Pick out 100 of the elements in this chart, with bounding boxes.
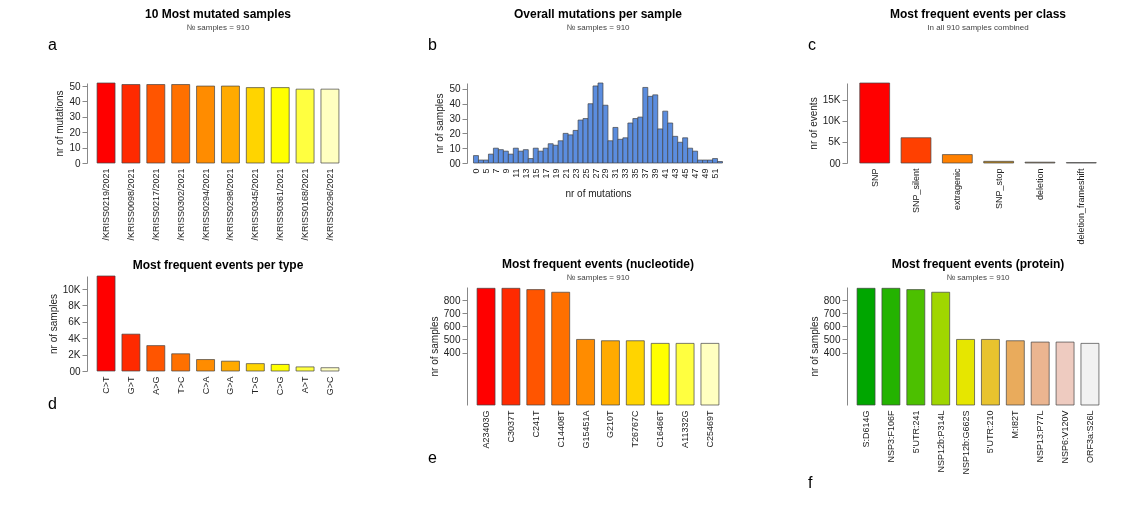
x-tick-label: T26767C <box>630 410 641 448</box>
x-tick-label: C>G <box>275 376 286 396</box>
x-tick-label: 17 <box>540 168 551 179</box>
x-tick-label: NSP12b:G662S <box>960 410 971 475</box>
y-tick-label: 50 <box>69 80 81 92</box>
x-tick-label: 41 <box>660 168 671 179</box>
bar <box>700 343 720 406</box>
bar <box>320 367 340 372</box>
y-tick-label: 50 <box>449 83 461 95</box>
bar <box>501 287 521 406</box>
y-tick-label: 800 <box>823 294 841 306</box>
y-tick-label: 500 <box>443 333 461 345</box>
y-tick-label: 15K <box>822 94 841 106</box>
x-tick-label: /KRISS0345/2021 <box>250 168 261 241</box>
y-tick-label: 600 <box>823 320 841 332</box>
y-tick-label: 00 <box>829 157 841 169</box>
x-tick-label: C3037T <box>505 410 516 443</box>
y-tick-label: 30 <box>69 111 81 123</box>
y-tick-label: 2K <box>68 349 81 361</box>
y-axis-title: nr of samples <box>47 293 59 355</box>
x-tick-label: 35 <box>630 168 641 179</box>
x-tick-label: NSP3:F106F <box>885 410 896 463</box>
text: a <box>48 36 57 53</box>
chart-title: Most frequent events per type <box>132 257 304 272</box>
x-tick-label: 31 <box>610 168 621 179</box>
chart-title: Overall mutations per sample <box>513 7 683 21</box>
x-tick-label: /KRISS0296/2021 <box>324 168 335 241</box>
y-tick-label: 800 <box>443 294 461 306</box>
x-tick-label: A>T <box>300 376 311 394</box>
x-tick-label: 9 <box>500 168 511 174</box>
bar <box>295 366 315 372</box>
x-tick-label: 5'UTR:241 <box>910 410 921 454</box>
x-tick-label: extragenic <box>952 168 963 211</box>
bar <box>906 289 926 406</box>
x-tick-label: 7 <box>490 168 501 174</box>
y-tick-label: 8K <box>68 299 81 311</box>
y-axis-title: nr of samples <box>428 316 440 377</box>
bar <box>981 339 1000 406</box>
bar <box>473 155 479 164</box>
bar <box>562 133 569 164</box>
x-tick-label: A>G <box>150 376 161 395</box>
x-tick-label: T>C <box>175 376 186 394</box>
y-tick-label: 10 <box>69 142 81 154</box>
y-tick-label: 10 <box>449 142 461 154</box>
bar <box>856 287 876 406</box>
bar <box>1005 340 1025 406</box>
bar <box>552 144 559 164</box>
y-tick-label: 20 <box>449 127 461 139</box>
bar <box>270 364 290 372</box>
x-tick-label: 25 <box>580 168 591 179</box>
bar <box>522 149 529 164</box>
y-tick-label: 700 <box>823 307 841 319</box>
x-tick-label: 43 <box>670 168 681 179</box>
text: d <box>48 395 57 412</box>
x-tick-label: /KRISS0294/2021 <box>200 168 211 241</box>
y-tick-label: 00 <box>449 157 461 169</box>
x-tick-label: 5'UTR:210 <box>985 410 996 454</box>
text: c <box>808 36 816 53</box>
x-tick-label: C>A <box>200 376 211 395</box>
bar <box>537 150 544 164</box>
bar <box>1030 341 1050 406</box>
x-tick-label: ORF3a:S26L <box>1084 410 1095 464</box>
x-tick-label: NSP13:P77L <box>1035 410 1046 463</box>
bar <box>1080 343 1100 406</box>
y-tick-label: 400 <box>823 347 841 359</box>
x-tick-label: T>G <box>250 376 261 395</box>
x-tick-label: /KRISS0098/2021 <box>125 168 136 241</box>
x-tick-label: A11332G <box>680 410 691 448</box>
bar <box>625 340 645 406</box>
x-tick-label: 51 <box>710 168 721 179</box>
x-tick-label: 11 <box>510 168 521 178</box>
y-tick-label: 40 <box>449 98 461 110</box>
x-tick-label: 23 <box>570 168 581 179</box>
chart-title: Most frequent events (protein) <box>891 257 1065 271</box>
x-tick-label: 19 <box>550 168 561 179</box>
x-tick-label: /KRISS0302/2021 <box>175 168 186 241</box>
bar <box>121 333 141 372</box>
x-tick-label: 49 <box>700 168 711 179</box>
y-tick-label: 700 <box>443 307 461 319</box>
bar <box>956 339 975 406</box>
bar <box>96 275 116 372</box>
y-tick-label: 6K <box>68 316 81 328</box>
x-tick-label: A23403G <box>481 410 492 449</box>
bar <box>551 291 571 406</box>
bar <box>512 147 519 164</box>
y-tick-label: 00 <box>69 365 81 377</box>
y-tick-label: 30 <box>449 113 461 125</box>
x-tick-label: 47 <box>690 168 701 179</box>
y-axis-title: nr of events <box>807 97 819 150</box>
bar <box>526 289 546 406</box>
y-tick-label: 600 <box>443 320 461 332</box>
x-tick-label: NSP12b:P314L <box>935 410 946 473</box>
y-axis-title: nr of mutations <box>54 90 66 157</box>
y-axis-title: nr of samples <box>434 93 446 154</box>
bar <box>1055 341 1075 406</box>
x-tick-label: /KRISS0298/2021 <box>225 168 236 241</box>
x-tick-label: 37 <box>640 168 651 179</box>
x-tick-label: SNP <box>869 168 880 188</box>
x-tick-label: 5 <box>480 168 491 174</box>
bar <box>601 340 620 406</box>
